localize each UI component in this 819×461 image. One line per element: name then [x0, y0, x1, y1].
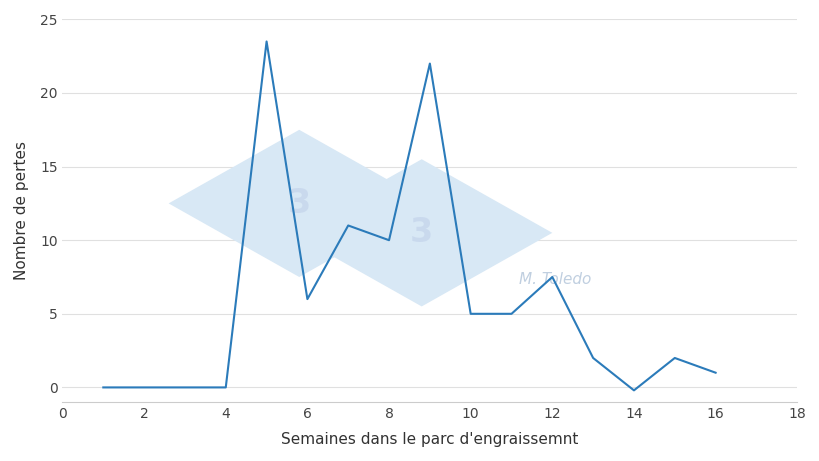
X-axis label: Semaines dans le parc d'engraissemnt: Semaines dans le parc d'engraissemnt — [281, 432, 578, 447]
Polygon shape — [291, 159, 552, 307]
Text: M. Toledo: M. Toledo — [518, 272, 590, 287]
Polygon shape — [169, 130, 429, 277]
Text: 3: 3 — [410, 216, 432, 249]
Text: 3: 3 — [287, 187, 310, 220]
Y-axis label: Nombre de pertes: Nombre de pertes — [14, 141, 29, 280]
